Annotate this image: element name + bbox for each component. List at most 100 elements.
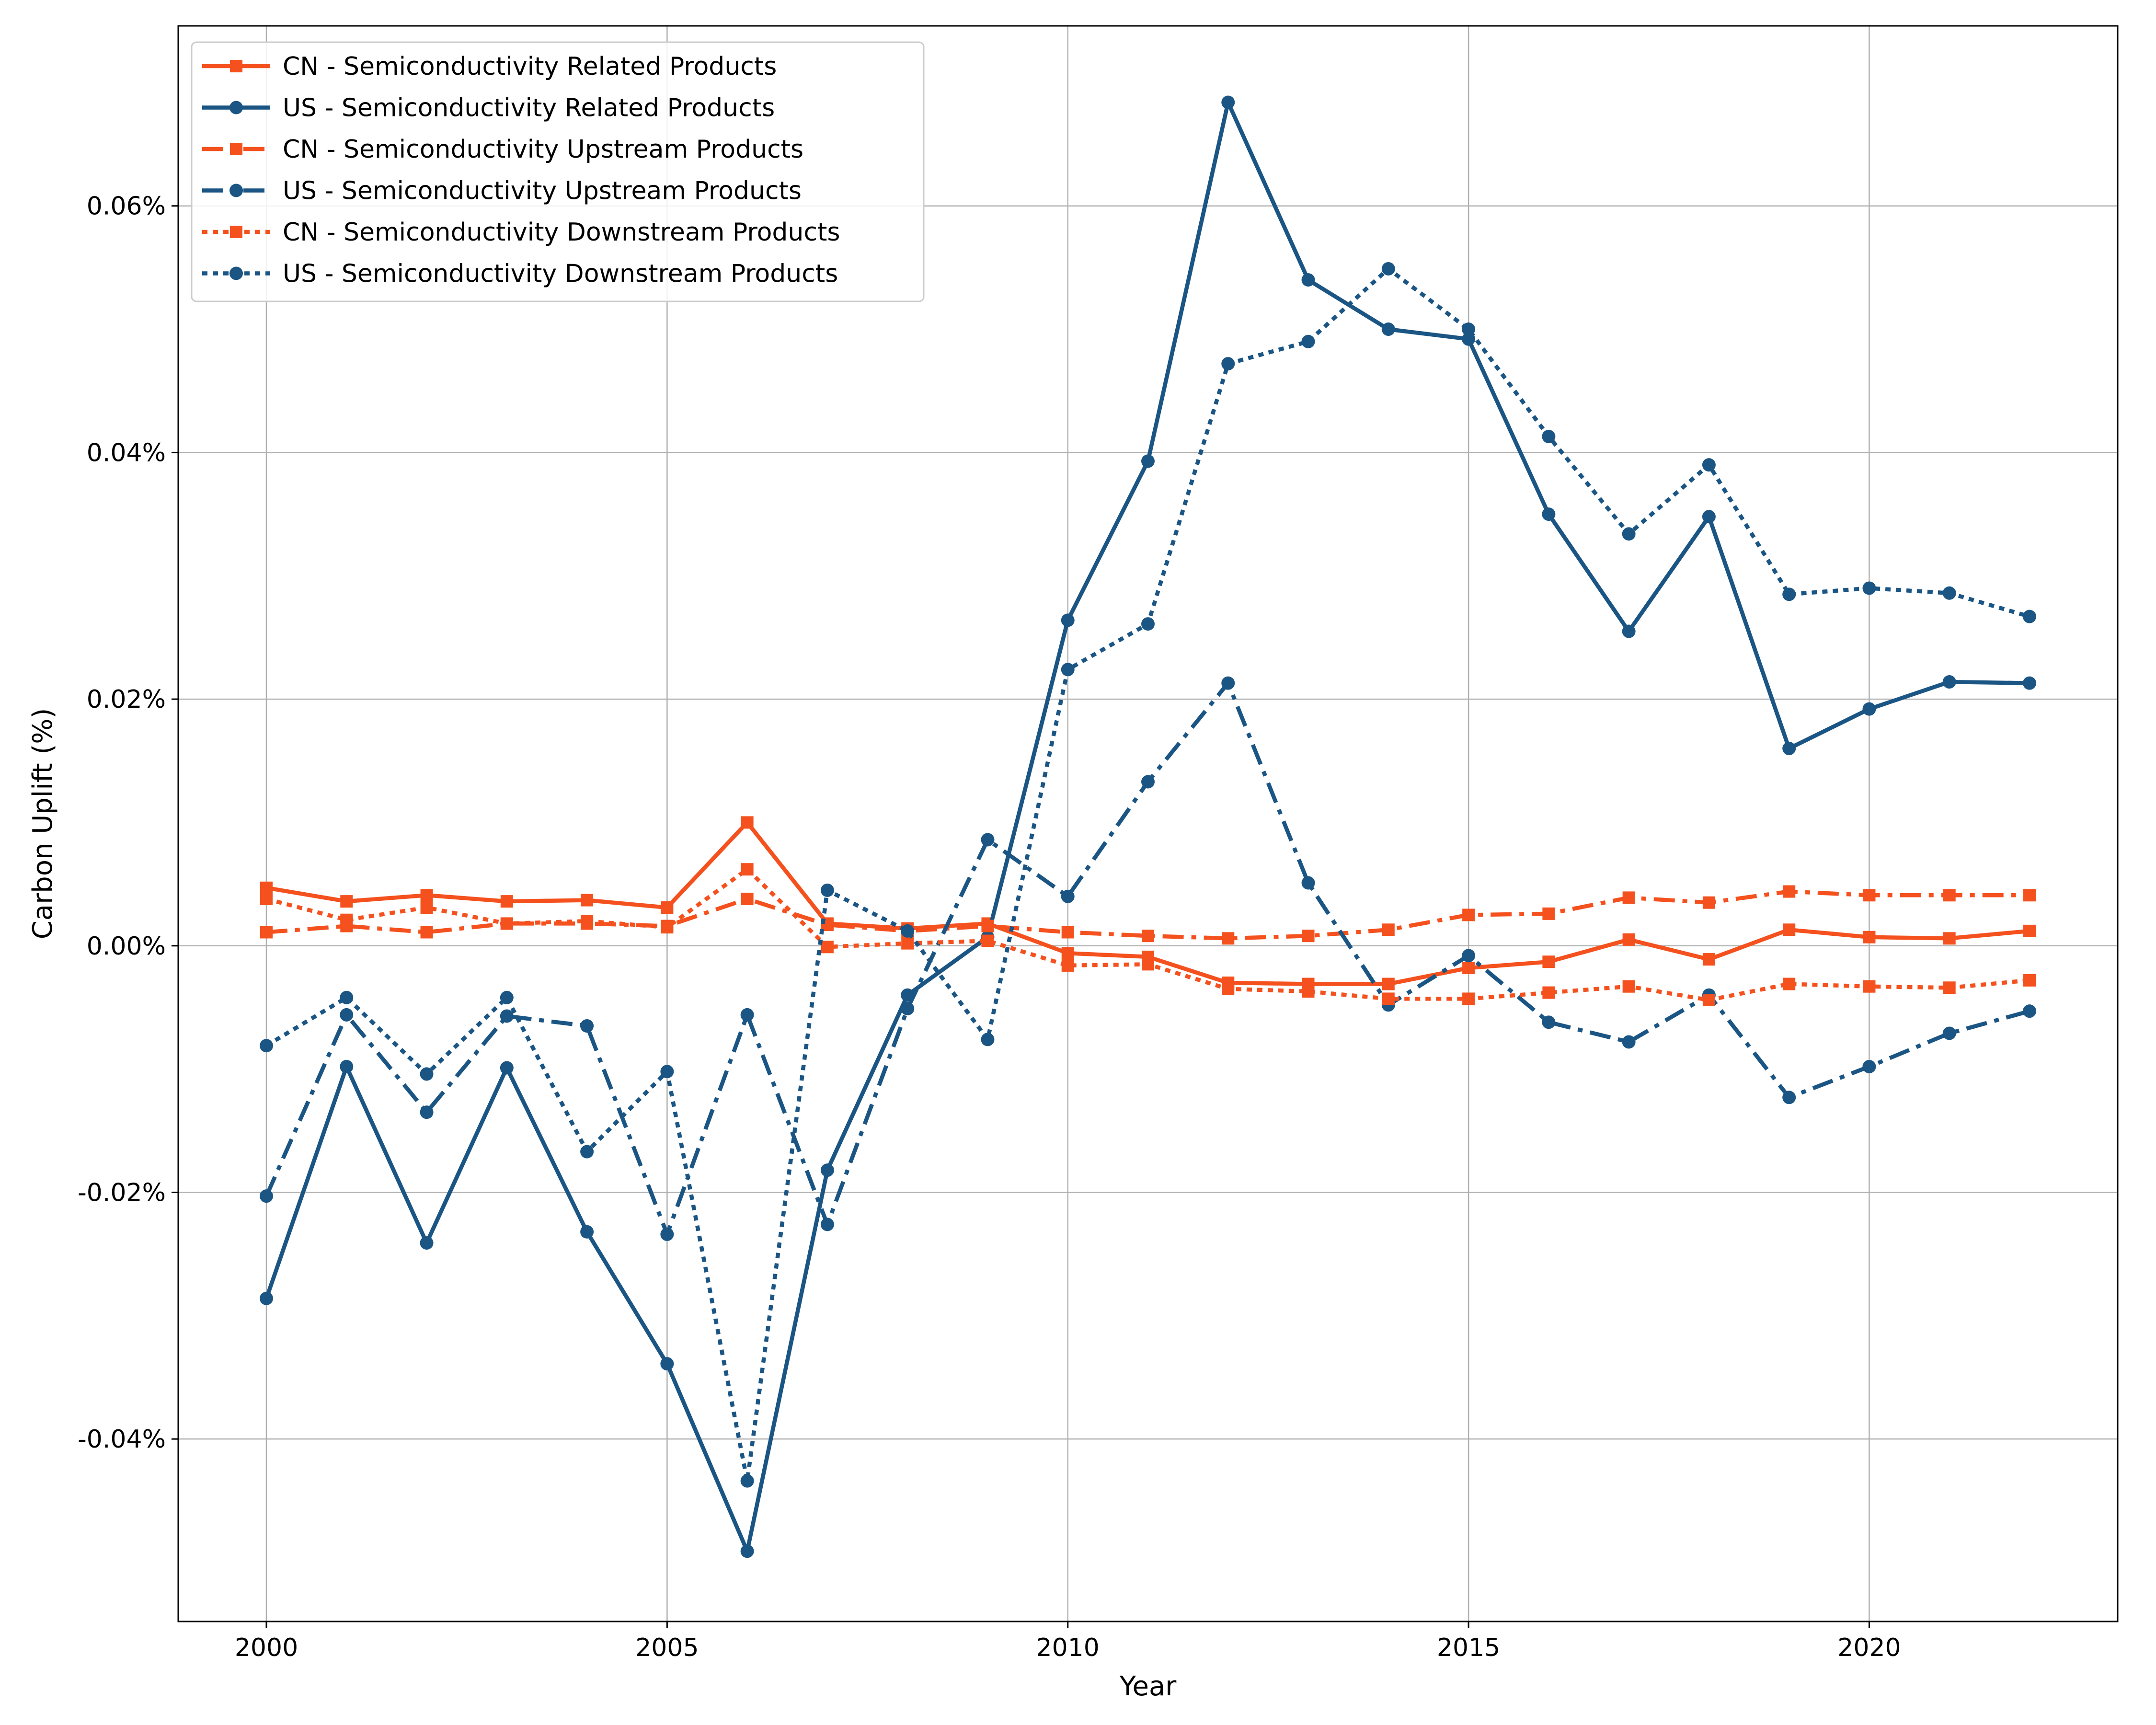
legend-label: US - Semiconductivity Upstream Products (283, 177, 802, 206)
data-point (661, 921, 674, 934)
data-point (1462, 322, 1476, 336)
data-point (1702, 458, 1716, 472)
data-point (1141, 454, 1155, 468)
data-point (260, 1189, 273, 1203)
data-point (420, 1236, 434, 1250)
data-point (820, 883, 834, 897)
data-point (1462, 992, 1475, 1005)
data-point (1942, 1026, 1956, 1040)
data-point (820, 1218, 834, 1231)
data-point (901, 1002, 915, 1016)
data-point (1622, 933, 1635, 946)
data-point (420, 926, 433, 939)
data-point (1862, 702, 1876, 716)
data-point (1382, 992, 1395, 1005)
data-point (1862, 581, 1876, 595)
data-point (2023, 610, 2036, 623)
y-tick-label: 0.06% (87, 192, 166, 221)
series-layer (260, 95, 2036, 1558)
data-point (1301, 876, 1315, 890)
data-point (1622, 624, 1636, 638)
data-point (2023, 924, 2036, 937)
data-point (1783, 885, 1796, 898)
data-point (580, 1019, 594, 1033)
data-point (1061, 613, 1075, 627)
data-point (420, 901, 433, 914)
data-point (660, 1357, 674, 1371)
data-point (1221, 357, 1235, 371)
data-point (741, 863, 754, 876)
data-point (1221, 676, 1235, 690)
data-point (981, 934, 994, 947)
data-point (1462, 949, 1476, 963)
data-point (260, 1039, 273, 1053)
data-point (820, 1163, 834, 1177)
data-point (420, 889, 433, 902)
data-point (1381, 322, 1395, 336)
legend-marker (230, 226, 242, 238)
data-point (1061, 959, 1074, 972)
data-point (1141, 775, 1155, 789)
data-point (340, 1059, 354, 1073)
legend-item: US - Semiconductivity Related Products (202, 94, 775, 123)
data-point (500, 917, 513, 930)
legend-item: US - Semiconductivity Downstream Product… (202, 260, 838, 288)
data-point (1622, 1035, 1636, 1049)
plot-frame (177, 25, 2119, 1622)
data-point (981, 833, 995, 847)
data-point (741, 816, 754, 829)
legend-label: CN - Semiconductivity Downstream Product… (283, 218, 840, 247)
y-tick-label: 0.04% (87, 438, 166, 467)
data-point (1943, 981, 1956, 994)
legend-marker (230, 143, 242, 155)
series-us-semiconductivity-downstream-products (260, 262, 2036, 1488)
x-axis-title: Year (1119, 1671, 1177, 1702)
data-point (901, 937, 914, 950)
data-point (661, 901, 674, 914)
legend-label: CN - Semiconductivity Related Products (283, 52, 777, 81)
data-point (500, 1061, 514, 1075)
data-point (581, 915, 594, 928)
data-point (1542, 1015, 1556, 1029)
data-point (1542, 955, 1555, 968)
data-point (580, 1225, 594, 1239)
data-point (1222, 982, 1235, 995)
data-point (1942, 675, 1956, 689)
data-point (2023, 676, 2036, 690)
data-point (1061, 889, 1075, 903)
data-point (740, 1544, 754, 1558)
data-point (1863, 889, 1876, 902)
data-point (1381, 262, 1395, 276)
data-point (821, 941, 834, 954)
data-point (660, 1065, 674, 1079)
data-point (1222, 932, 1235, 945)
data-point (1142, 930, 1154, 943)
y-tick-label: -0.04% (78, 1425, 166, 1454)
x-tick-label: 2010 (1036, 1633, 1100, 1662)
data-point (1782, 1091, 1796, 1104)
legend-label: US - Semiconductivity Related Products (283, 94, 775, 123)
data-point (1542, 907, 1555, 920)
data-point (660, 1227, 674, 1241)
data-point (1462, 908, 1475, 921)
data-point (1301, 273, 1315, 287)
data-point (1542, 986, 1555, 999)
data-point (1142, 958, 1154, 971)
x-tick-label: 2020 (1837, 1633, 1901, 1662)
data-point (260, 881, 273, 894)
data-point (1782, 587, 1796, 601)
series-cn-semiconductivity-downstream-products (260, 863, 2036, 1006)
y-tick-label: 0.00% (87, 932, 166, 961)
data-point (2023, 974, 2036, 987)
data-point (1221, 95, 1235, 109)
data-point (1462, 962, 1475, 975)
data-point (1622, 527, 1636, 541)
data-point (740, 1008, 754, 1022)
x-tick-label: 2005 (635, 1633, 699, 1662)
data-point (1382, 978, 1395, 990)
data-point (1141, 617, 1155, 631)
legend: CN - Semiconductivity Related Products US… (191, 41, 925, 302)
data-point (1382, 923, 1395, 936)
data-point (340, 895, 353, 908)
data-point (1783, 978, 1796, 990)
